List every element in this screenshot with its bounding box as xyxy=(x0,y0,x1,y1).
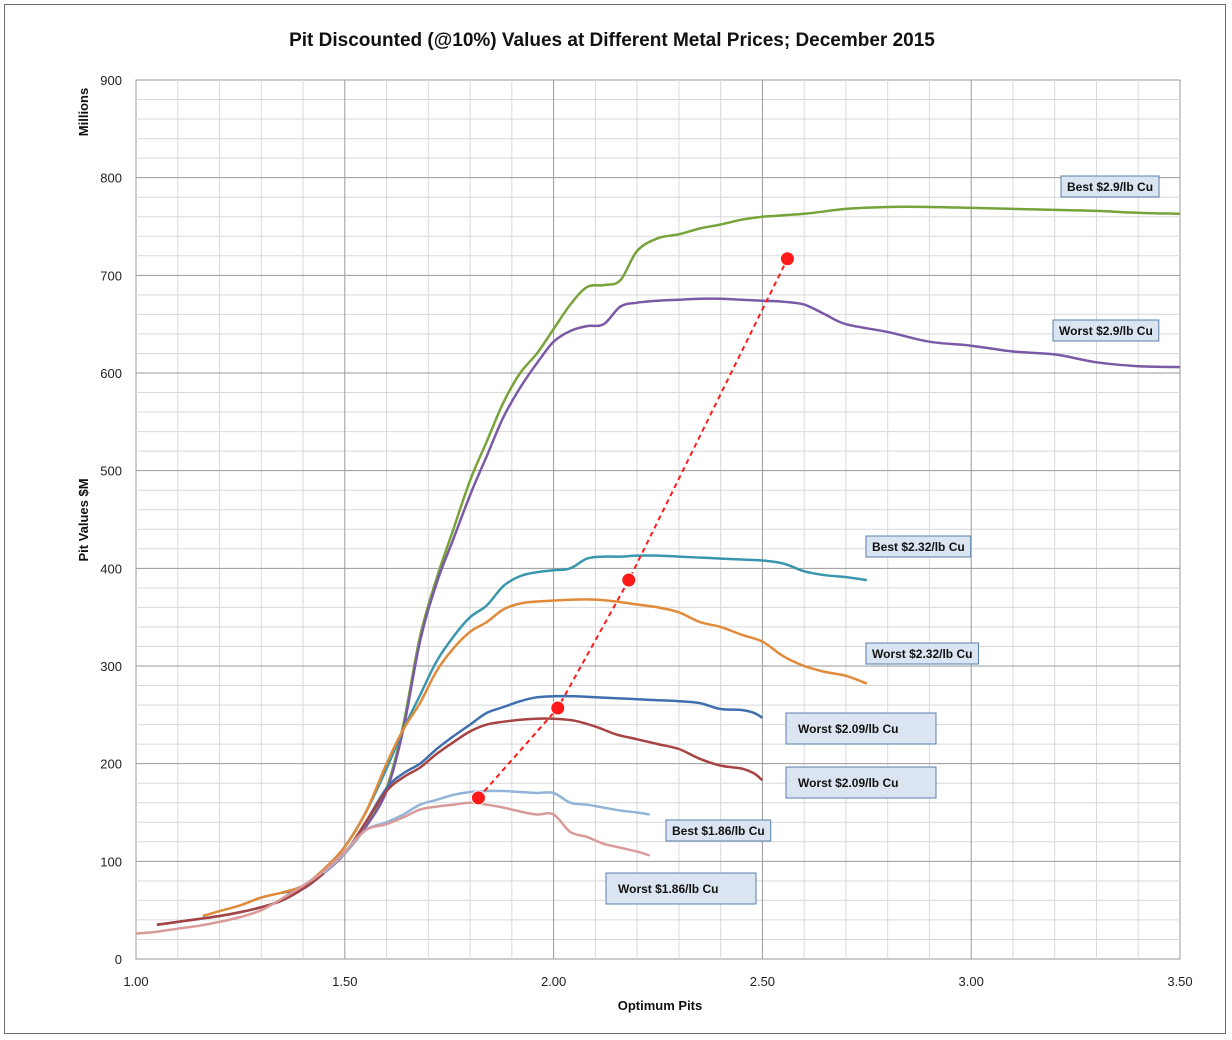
y-tick-label: 600 xyxy=(100,366,122,381)
series-label-text: Worst $2.09/lb Cu xyxy=(798,722,898,736)
y-tick-label: 400 xyxy=(100,561,122,576)
series-line-8 xyxy=(135,801,651,935)
series-label-text: Worst $2.32/lb Cu xyxy=(872,647,972,661)
x-tick-label: 1.50 xyxy=(332,974,357,989)
series-label-text: Worst $2.09/lb Cu xyxy=(798,776,898,790)
series-line-6 xyxy=(156,717,764,927)
series-label-layer: Best $2.9/lb Cu Worst $2.9/lb Cu Best $2.3… xyxy=(605,175,1160,905)
series-label-4: Worst $2.32/lb Cu xyxy=(865,642,979,665)
highlight-dashed-line xyxy=(477,258,789,799)
y-tick-label: 700 xyxy=(100,268,122,283)
y-tick-label: 200 xyxy=(100,757,122,772)
series-label-box xyxy=(785,766,937,799)
series-label-text: Best $1.86/lb Cu xyxy=(672,824,765,838)
series-label-box xyxy=(865,535,972,558)
highlight-point xyxy=(470,790,486,806)
series-label-box xyxy=(665,819,772,842)
highlight-point xyxy=(779,251,795,267)
chart-title: Pit Discounted (@10%) Values at Differen… xyxy=(289,30,935,51)
series-label-7: Best $1.86/lb Cu xyxy=(665,819,772,842)
series-label-box xyxy=(785,712,937,745)
series-label-2: Worst $2.9/lb Cu xyxy=(1052,319,1160,342)
y-tick-label: 500 xyxy=(100,464,122,479)
highlight-point xyxy=(621,572,637,588)
series-label-box xyxy=(605,872,757,905)
series-label-text: Worst $2.9/lb Cu xyxy=(1059,324,1153,338)
y-axis-unit-label: Millions xyxy=(76,88,91,136)
series-label-8: Worst $1.86/lb Cu xyxy=(605,872,757,905)
series-line-2 xyxy=(281,297,1181,894)
series-line-3 xyxy=(281,554,867,894)
x-tick-label: 1.00 xyxy=(123,974,148,989)
x-tick-label: 3.00 xyxy=(959,974,984,989)
x-tick-label: 2.50 xyxy=(750,974,775,989)
y-tick-label: 0 xyxy=(115,952,122,967)
series-label-6: Worst $2.09/lb Cu xyxy=(785,766,937,799)
series-layer xyxy=(135,205,1181,935)
y-tick-label: 100 xyxy=(100,854,122,869)
series-label-3: Best $2.32/lb Cu xyxy=(865,535,972,558)
series-label-text: Best $2.32/lb Cu xyxy=(872,540,965,554)
tick-layer: 0 100 200 300 400 500 600 700 800 900 1.00 1.50 2.00… xyxy=(100,73,1192,989)
series-label-5: Worst $2.09/lb Cu xyxy=(785,712,937,745)
y-axis-title: Pit Values $M xyxy=(76,478,91,561)
series-label-1: Best $2.9/lb Cu xyxy=(1060,175,1160,198)
series-label-box xyxy=(1052,319,1160,342)
series-line-7 xyxy=(323,789,650,875)
x-tick-label: 3.50 xyxy=(1167,974,1192,989)
y-tick-label: 800 xyxy=(100,171,122,186)
y-tick-label: 300 xyxy=(100,659,122,674)
series-label-text: Worst $1.86/lb Cu xyxy=(618,882,718,896)
x-axis-title: Optimum Pits xyxy=(618,998,703,1013)
highlight-layer xyxy=(470,251,795,806)
y-tick-label: 900 xyxy=(100,73,122,88)
series-label-text: Best $2.9/lb Cu xyxy=(1067,180,1153,194)
highlight-point xyxy=(550,700,566,716)
series-label-box xyxy=(865,642,979,665)
series-label-box xyxy=(1060,175,1160,198)
x-tick-label: 2.00 xyxy=(541,974,566,989)
